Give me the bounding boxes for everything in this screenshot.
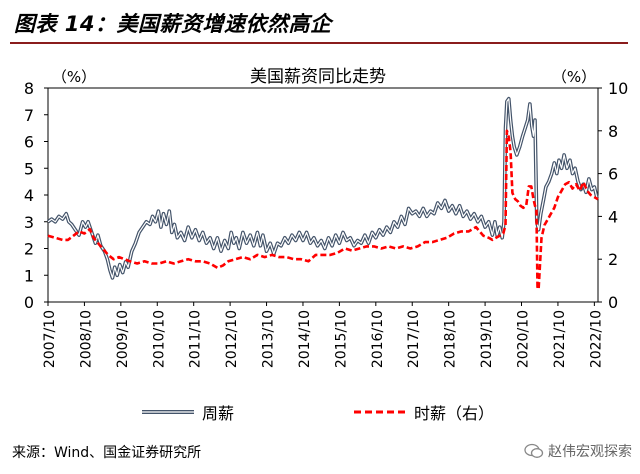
legend-weekly-label: 周薪 — [202, 404, 235, 423]
right-tick-label: 0 — [608, 293, 618, 312]
x-tick-label: 2016/10 — [370, 310, 386, 368]
x-tick-label: 2012/10 — [224, 310, 240, 368]
left-tick-label: 1 — [24, 266, 34, 285]
x-tick-label: 2008/10 — [78, 310, 94, 368]
x-tick-label: 2007/10 — [42, 310, 58, 368]
right-tick-label: 10 — [608, 79, 628, 98]
left-tick-label: 8 — [24, 79, 34, 98]
legend-item-weekly: 周薪 — [140, 400, 234, 424]
series-line-hourly-wage — [47, 129, 599, 291]
right-tick-label: 4 — [608, 207, 618, 226]
watermark: 赵伟宏观探索 — [524, 441, 632, 461]
watermark-text: 赵伟宏观探索 — [548, 444, 632, 460]
right-tick-label: 6 — [608, 165, 618, 184]
series-line-weekly-wage — [46, 96, 599, 280]
left-tick-label: 2 — [24, 240, 34, 259]
title-divider — [10, 42, 628, 44]
wechat-icon — [524, 443, 544, 458]
x-tick-label: 2010/10 — [151, 310, 167, 368]
x-tick-label: 2015/10 — [333, 310, 349, 368]
x-tick-label: 2017/10 — [406, 310, 422, 368]
left-axis-unit: （%） — [52, 68, 96, 86]
x-tick-label: 2021/10 — [552, 310, 568, 368]
legend: 周薪 时薪（右） — [0, 400, 640, 430]
right-tick-label: 8 — [608, 122, 618, 141]
right-axis-unit: （%） — [552, 68, 596, 86]
legend-hourly-label: 时薪（右） — [414, 404, 495, 423]
series-line-weekly-wage-inner — [47, 98, 598, 279]
chart: 美国薪资同比走势 （%） （%） 0 1 2 3 4 5 6 7 8 0 2 4 6 8 10 2007/… — [24, 67, 629, 368]
left-tick-label: 0 — [24, 293, 34, 312]
left-tick-label: 5 — [24, 159, 34, 178]
x-tick-label: 2018/10 — [443, 310, 459, 368]
chart-title: 美国薪资同比走势 — [250, 67, 386, 87]
page-title: 图表 14：美国薪资增速依然高企 — [14, 12, 332, 36]
x-tick-label: 2014/10 — [297, 310, 313, 368]
x-tick-label: 2009/10 — [115, 310, 131, 368]
x-tick-label: 2020/10 — [516, 310, 532, 368]
x-tick-label: 2019/10 — [479, 310, 495, 368]
legend-item-hourly: 时薪（右） — [352, 400, 494, 424]
left-tick-label: 6 — [24, 133, 34, 152]
right-tick-label: 2 — [608, 250, 618, 269]
plot-frame — [47, 87, 599, 303]
x-tick-label: 2011/10 — [188, 310, 204, 368]
x-tick-label: 2013/10 — [261, 310, 277, 368]
left-tick-label: 3 — [24, 213, 34, 232]
legend-hourly-swatch — [354, 410, 406, 414]
left-tick-label: 7 — [24, 106, 34, 125]
x-tick-label: 2022/10 — [588, 310, 604, 368]
left-tick-label: 4 — [24, 186, 34, 205]
legend-weekly-swatch — [142, 410, 194, 414]
source-note: 来源：Wind、国金证券研究所 — [12, 445, 202, 461]
